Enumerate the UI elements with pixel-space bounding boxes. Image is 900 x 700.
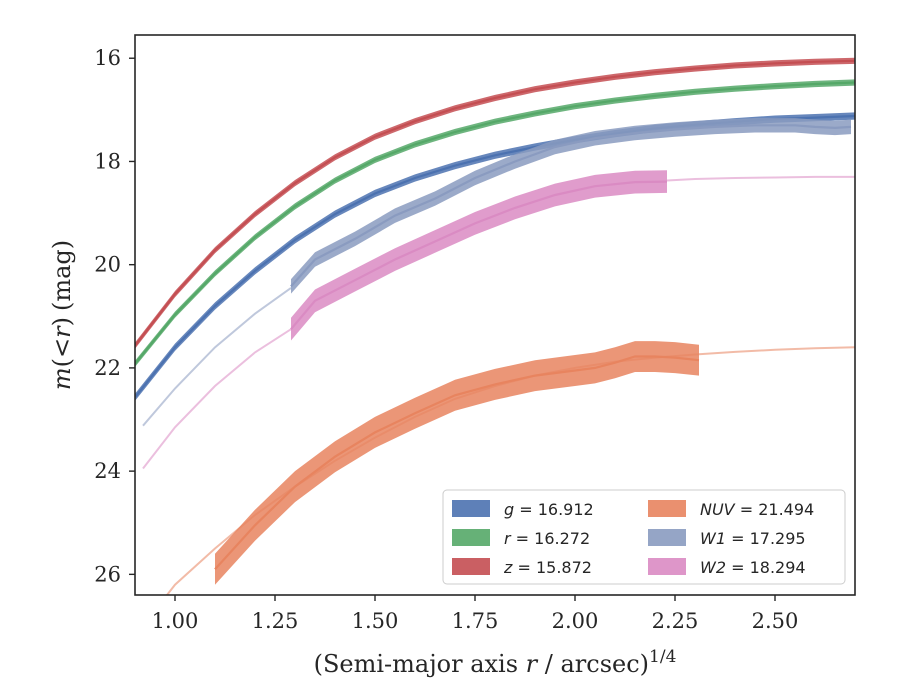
- series-nuv-line: [214, 355, 700, 570]
- legend-swatch-g: [452, 500, 490, 517]
- legend-swatch-nuv: [648, 500, 686, 517]
- y-tick-label: 24: [94, 459, 121, 483]
- x-tick-label: 1.75: [452, 609, 499, 633]
- x-tick-label: 2.25: [652, 609, 699, 633]
- legend-swatch-w2: [648, 558, 686, 575]
- x-axis-label: (Semi-major axis r / arcsec)1/4: [314, 647, 677, 678]
- legend-label-w2: W2 = 18.294: [700, 558, 806, 577]
- legend-label-z: z = 15.872: [503, 558, 592, 577]
- x-tick-label: 1.50: [352, 609, 399, 633]
- series-z-band: [135, 57, 855, 349]
- series-w1-line: [290, 124, 852, 288]
- curve-layer: [135, 57, 855, 595]
- x-tick-label: 2.00: [552, 609, 599, 633]
- legend-frame: [442, 489, 846, 585]
- y-axis-ticks: 16 18 20 22 24 26: [94, 46, 135, 586]
- y-tick-label: 26: [94, 562, 121, 586]
- series-w2-line: [290, 180, 668, 330]
- x-tick-label: 1.00: [152, 609, 199, 633]
- x-tick-label: 2.50: [752, 609, 799, 633]
- legend-label-r: r = 16.272: [504, 529, 590, 548]
- y-tick-label: 22: [94, 356, 121, 380]
- y-tick-label: 18: [94, 149, 121, 173]
- legend-label-g: g = 16.912: [504, 500, 594, 519]
- x-axis-ticks: 1.00 1.25 1.50 1.75 2.00 2.25 2.50: [152, 595, 799, 633]
- legend-swatch-w1: [648, 529, 686, 546]
- x-tick-label: 1.25: [252, 609, 299, 633]
- legend-swatch-r: [452, 529, 490, 546]
- plot-frame: [134, 34, 856, 596]
- series-w2-band: [291, 170, 667, 341]
- series-r-line: [135, 81, 855, 365]
- y-axis-label: m(<r)(mag): [48, 240, 76, 390]
- y-tick-label: 20: [94, 253, 121, 277]
- series-nuv-band: [215, 341, 699, 585]
- series-z-line: [135, 59, 855, 347]
- legend-swatch-z: [452, 558, 490, 575]
- series-w1-extrapolation: [142, 287, 292, 427]
- series-w1-band: [291, 118, 851, 294]
- series-w2-extrapolation: [666, 175, 855, 182]
- series-w2-extrapolation: [142, 328, 292, 470]
- legend-label-w1: W1 = 17.295: [700, 529, 806, 548]
- legend-label-nuv: NUV = 21.494: [700, 500, 814, 519]
- y-tick-label: 16: [94, 46, 121, 70]
- legend: g = 16.912 r = 16.272 z = 15.872 NUV = 21.4…: [442, 489, 846, 585]
